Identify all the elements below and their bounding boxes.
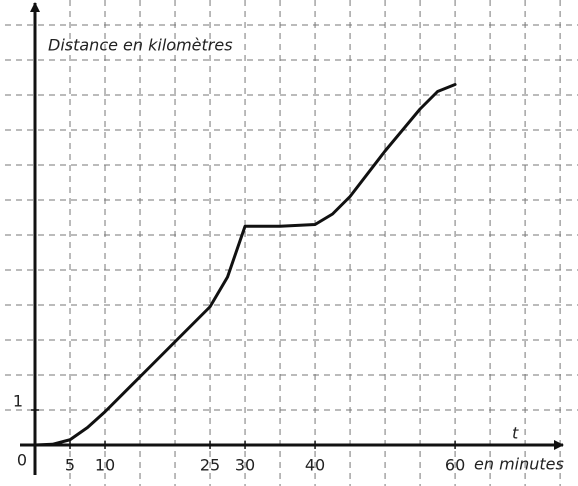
- line-series: [33, 83, 457, 447]
- x-tick-label: 5: [65, 456, 75, 475]
- x-tick-label: 25: [200, 456, 220, 475]
- x-variable: t: [512, 424, 519, 443]
- x-tick-label: 60: [445, 456, 465, 475]
- x-tick-label: 10: [95, 456, 115, 475]
- x-tick-label: 40: [305, 456, 325, 475]
- origin-label: 0: [17, 451, 27, 470]
- x-axis-label: en minutes: [474, 455, 564, 474]
- y-tick-label: 1: [13, 392, 23, 411]
- x-tick-label: 30: [235, 456, 255, 475]
- y-axis-label: Distance en kilomètres: [48, 36, 233, 55]
